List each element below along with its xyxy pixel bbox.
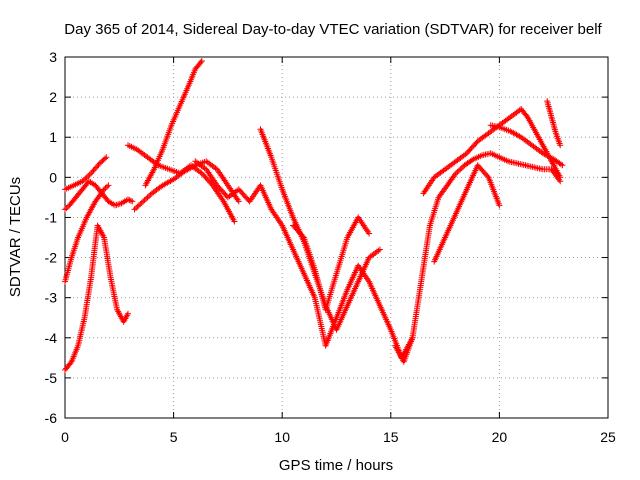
series-markers (142, 58, 205, 189)
x-tick-label: 25 (600, 429, 616, 445)
series-sat-g (142, 58, 205, 189)
y-tick-label: -3 (45, 290, 58, 306)
y-tick-label: 0 (49, 169, 57, 185)
x-tick-label: 20 (492, 429, 508, 445)
x-tick-label: 15 (383, 429, 399, 445)
series-markers (544, 98, 564, 149)
series-markers (62, 182, 112, 285)
series-sat-o (518, 106, 564, 181)
x-tick-label: 10 (274, 429, 290, 445)
y-tick-label: -1 (45, 209, 58, 225)
y-tick-label: 2 (49, 89, 57, 105)
series-sat-h (192, 158, 416, 361)
x-axis-label: GPS time / hours (279, 457, 393, 474)
series-sat-j (290, 214, 373, 313)
series-markers (290, 214, 373, 313)
series-markers (62, 154, 110, 193)
series-markers (392, 150, 564, 365)
series-sat-d (62, 154, 110, 193)
series-sat-i (257, 126, 383, 333)
grid (65, 57, 608, 418)
y-tick-label: -2 (45, 250, 58, 266)
plot-frame (64, 56, 609, 419)
chart-title: Day 365 of 2014, Sidereal Day-to-day VTE… (64, 21, 602, 38)
series-markers (192, 158, 416, 361)
x-tick-label: 5 (170, 429, 178, 445)
series-markers (125, 142, 238, 225)
data-points (62, 58, 566, 373)
series-sat-c (62, 182, 112, 285)
series-markers (62, 178, 136, 213)
y-tick-label: -6 (45, 410, 58, 426)
series-sat-m (431, 162, 503, 265)
y-tick-label: 1 (49, 129, 57, 145)
series-sat-e (125, 142, 238, 225)
y-tick-label: -4 (45, 330, 58, 346)
series-markers (518, 106, 564, 181)
series-markers (431, 162, 503, 265)
series-sat-k (392, 150, 564, 365)
series-sat-p (544, 98, 564, 149)
series-sat-b (62, 222, 131, 373)
axis-ticks: 0 5 10 15 20 25 -6 -5 -4 -3 -2 -1 0 1 2 3 (45, 49, 616, 445)
series-markers (62, 222, 131, 373)
y-tick-label: -5 (45, 370, 58, 386)
y-tick-label: 3 (49, 49, 57, 65)
series-markers (257, 126, 383, 333)
x-tick-label: 0 (61, 429, 69, 445)
series-sat-a (62, 178, 136, 213)
y-axis-label: SDTVAR / TECUs (7, 177, 24, 297)
